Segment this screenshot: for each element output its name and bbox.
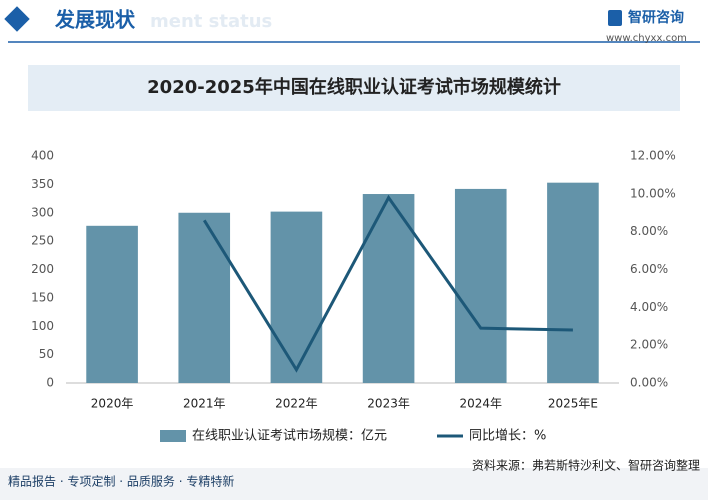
logo-icon bbox=[608, 10, 622, 26]
y-tick-label: 100 bbox=[31, 319, 54, 333]
bar bbox=[270, 211, 323, 383]
url: www.chyxx.com bbox=[606, 33, 687, 44]
legend-label: 在线职业认证考试市场规模：亿元 bbox=[192, 428, 387, 444]
y-tick-label: 400 bbox=[31, 149, 54, 163]
y2-tick-label: 12.00% bbox=[630, 149, 676, 163]
x-tick-label: 2021年 bbox=[183, 397, 226, 411]
y-tick-label: 200 bbox=[31, 262, 54, 276]
line bbox=[202, 194, 573, 373]
y2-tick-label: 0.00% bbox=[630, 376, 668, 390]
chart-title: 2020-2025年中国在线职业认证考试市场规模统计 bbox=[147, 76, 561, 98]
bar bbox=[454, 188, 507, 383]
y-tick-label: 250 bbox=[31, 234, 54, 248]
x-tick-label: 2025年E bbox=[548, 397, 598, 411]
bar bbox=[86, 225, 138, 383]
header-title: 发展现状 bbox=[54, 8, 136, 32]
bar bbox=[547, 182, 599, 383]
y2-tick-label: 4.00% bbox=[630, 300, 668, 314]
y-tick-label: 0 bbox=[46, 376, 54, 390]
y-tick-label: 50 bbox=[39, 347, 54, 361]
y2-tick-label: 8.00% bbox=[630, 224, 668, 238]
legend-swatch bbox=[160, 430, 186, 442]
x-tick-label: 2022年 bbox=[275, 397, 318, 411]
footer-tagline: 精品报告 · 专项定制 · 品质服务 · 专精特新 bbox=[8, 474, 234, 489]
y2-tick-label: 2.00% bbox=[630, 338, 668, 352]
y2-tick-label: 10.00% bbox=[630, 186, 676, 200]
x-tick-label: 2020年 bbox=[91, 397, 134, 411]
plot: 0 50 100 150 200 250 300 350 400 0.00% 2.00% 4.00% 6… bbox=[31, 149, 676, 444]
logo: 智研咨询 bbox=[627, 9, 684, 26]
y2-tick-label: 6.00% bbox=[630, 262, 668, 276]
footer-band bbox=[0, 468, 708, 500]
x-tick-label: 2023年 bbox=[367, 397, 410, 411]
legend-label: 同比增长：% bbox=[469, 429, 546, 444]
y-tick-label: 350 bbox=[31, 177, 54, 191]
bar bbox=[362, 194, 415, 383]
title-box bbox=[28, 65, 680, 111]
y-tick-label: 150 bbox=[31, 290, 54, 304]
x-tick-label: 2024年 bbox=[459, 397, 502, 411]
y-tick-label: 300 bbox=[31, 205, 54, 219]
bar bbox=[178, 212, 231, 383]
footer-source: 资料来源：弗若斯特沙利文、智研咨询整理 bbox=[472, 458, 700, 473]
header-subtitle: ment status bbox=[150, 11, 272, 32]
